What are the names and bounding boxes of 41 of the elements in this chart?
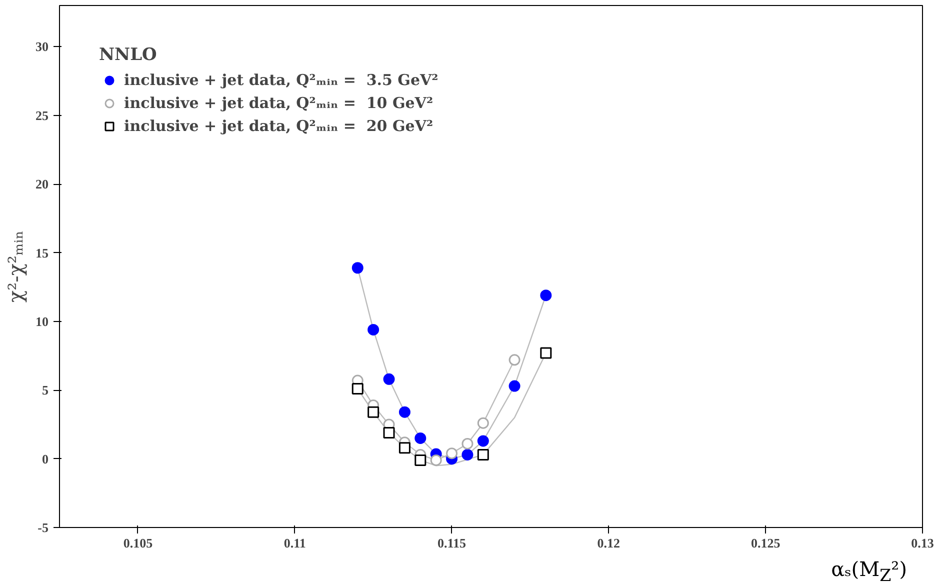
point	[477, 435, 489, 447]
point	[398, 406, 410, 418]
point	[368, 324, 380, 336]
point	[477, 417, 489, 429]
point	[430, 454, 442, 466]
point	[462, 448, 474, 460]
y-tick-label: 15	[36, 245, 49, 260]
x-tick-label: 0.125	[750, 536, 781, 550]
point	[462, 438, 474, 450]
x-tick-label: 0.11	[284, 536, 306, 550]
point	[398, 442, 410, 454]
point	[508, 354, 520, 366]
y-tick-label: 0	[42, 451, 48, 466]
y-tick-label: 10	[36, 314, 48, 329]
x-tick-label: 0.115	[438, 536, 467, 550]
point	[446, 448, 458, 460]
point	[414, 432, 426, 444]
point	[352, 383, 364, 395]
legend-title: NNLO	[99, 45, 158, 65]
point	[477, 448, 489, 460]
point	[414, 454, 426, 466]
legend-label: inclusive + jet data, Q²ₘᵢₙ = 20 GeV²	[124, 117, 434, 135]
x-tick-label: 0.105	[123, 536, 154, 550]
point	[508, 380, 520, 392]
point	[368, 406, 380, 418]
point	[383, 373, 395, 385]
y-tick-label: 5	[42, 382, 49, 398]
point	[352, 262, 364, 274]
legend-label: inclusive + jet data, Q²ₘᵢₙ = 10 GeV²	[124, 94, 434, 112]
x-tick-label: 0.13	[911, 536, 934, 550]
y-axis-title: χ²-χ²ₘᵢₙ	[4, 230, 28, 302]
y-tick-label: 25	[36, 108, 49, 123]
y-tick-label: 30	[36, 39, 48, 54]
point	[540, 290, 552, 302]
point	[383, 426, 395, 438]
x-tick-label: 0.12	[597, 536, 620, 550]
point	[540, 347, 552, 359]
y-tick-label: -5	[38, 520, 49, 535]
legend-label: inclusive + jet data, Q²ₘᵢₙ = 3.5 GeV²	[124, 71, 438, 89]
x-axis-title: αₛ(M$_{Z}$²)	[831, 556, 907, 587]
y-tick-label: 20	[36, 176, 48, 192]
